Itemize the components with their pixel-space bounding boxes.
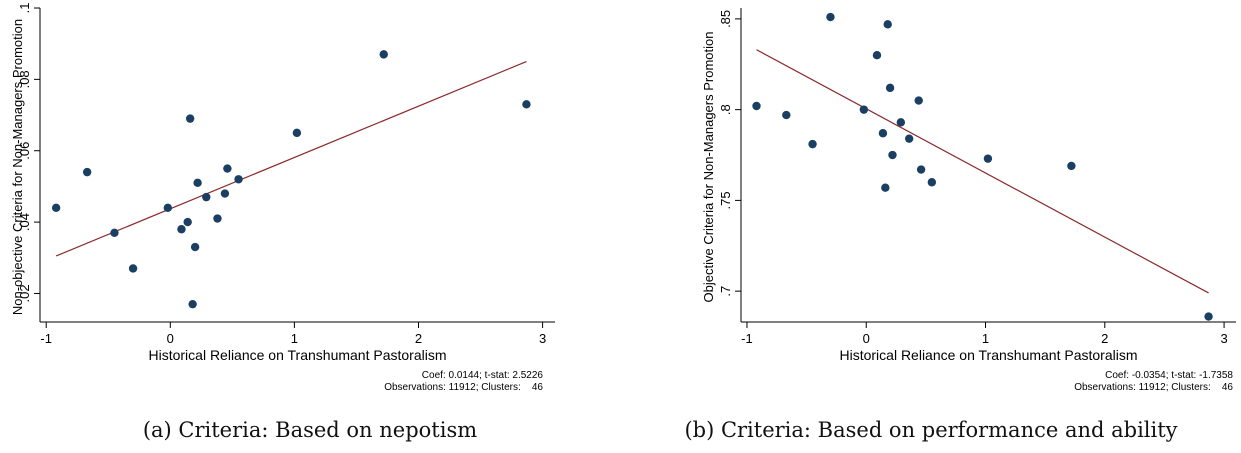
data-point: [927, 178, 937, 187]
y-tick-label: .8: [718, 104, 733, 115]
data-point: [82, 167, 92, 177]
data-point: [183, 217, 192, 227]
x-tick-label: 1: [982, 331, 989, 346]
data-point: [220, 189, 230, 198]
x-tick-label: 3: [1220, 331, 1227, 346]
data-point: [193, 178, 202, 188]
data-point: [188, 299, 197, 309]
data-point: [904, 134, 914, 143]
data-point: [916, 165, 926, 174]
caption-b: (b) Criteria: Based on performance and a…: [684, 418, 1178, 442]
x-tick-label: 2: [415, 331, 422, 346]
scatter-plot-a: -1 0 1 2 3 .02 .04 .06 .08 .1 Historical Reliance …: [10, 3, 555, 393]
data-point: [163, 203, 173, 213]
x-tick-label: -1: [741, 331, 753, 346]
data-point: [190, 242, 200, 252]
data-point: [883, 20, 892, 29]
data-point: [859, 105, 869, 114]
data-point: [522, 100, 531, 109]
data-point: [888, 150, 897, 160]
data-point: [878, 129, 888, 138]
regression-note: Coef: -0.0354; t-stat: -1.7358: [1105, 370, 1233, 381]
data-point: [808, 139, 817, 149]
y-tick-label: .85: [718, 10, 733, 28]
y-tick-label: .06: [17, 142, 32, 160]
data-point: [223, 164, 232, 173]
x-tick-label: 2: [1101, 331, 1108, 346]
data-point: [826, 12, 835, 22]
data-point: [128, 264, 138, 273]
x-axis-title: Historical Reliance on Transhumant Pasto…: [839, 347, 1137, 363]
data-point: [185, 114, 195, 123]
data-point: [885, 83, 895, 93]
data-point: [1204, 312, 1213, 321]
regression-note: Observations: 11912; Clusters: 46: [1074, 382, 1233, 393]
x-tick-label: -1: [40, 331, 52, 346]
y-tick-label: .75: [718, 191, 733, 209]
data-point: [177, 225, 186, 234]
data-point: [379, 50, 388, 59]
y-tick-label: .04: [17, 213, 32, 231]
data-point: [983, 154, 993, 163]
y-tick-label: .02: [17, 284, 32, 302]
x-tick-label: 3: [539, 331, 546, 346]
chart-panel-b: -1 0 1 2 3 .7 .75 .8 .85 Historical Reliance on T…: [621, 0, 1241, 453]
data-point: [782, 110, 791, 120]
data-point: [872, 50, 882, 60]
data-point: [752, 101, 761, 111]
data-point: [881, 183, 890, 192]
y-axis-title: Non-objective Criteria for Non-Managers …: [10, 19, 25, 315]
data-point: [110, 228, 119, 237]
y-axis-title: Objective Criteria for Non-Managers Prom…: [701, 32, 716, 303]
data-point: [213, 214, 222, 223]
x-tick-label: 0: [167, 331, 174, 346]
y-tick-label: .7: [718, 286, 733, 297]
data-point: [292, 128, 302, 138]
x-tick-label: 1: [291, 331, 298, 346]
y-tick-label: .1: [17, 3, 32, 14]
x-tick-label: 0: [863, 331, 870, 346]
y-tick-label: .08: [17, 70, 32, 88]
data-point: [896, 118, 906, 127]
data-point: [234, 175, 243, 184]
regression-note: Coef: 0.0144; t-stat: 2.5226: [422, 370, 544, 381]
caption-a: (a) Criteria: Based on nepotism: [142, 418, 478, 442]
regression-note: Observations: 11912; Clusters: 46: [384, 382, 543, 393]
data-point: [914, 96, 923, 105]
x-axis-title: Historical Reliance on Transhumant Pasto…: [148, 347, 446, 363]
chart-panel-a: -1 0 1 2 3 .02 .04 .06 .08 .1 Historical Reliance …: [0, 0, 620, 453]
fit-line: [55, 60, 527, 257]
data-point: [1067, 161, 1076, 171]
scatter-plot-b: -1 0 1 2 3 .7 .75 .8 .85 Historical Reliance on T…: [701, 8, 1236, 393]
data-point: [51, 203, 61, 213]
data-point: [202, 192, 211, 202]
fit-line: [756, 49, 1209, 294]
